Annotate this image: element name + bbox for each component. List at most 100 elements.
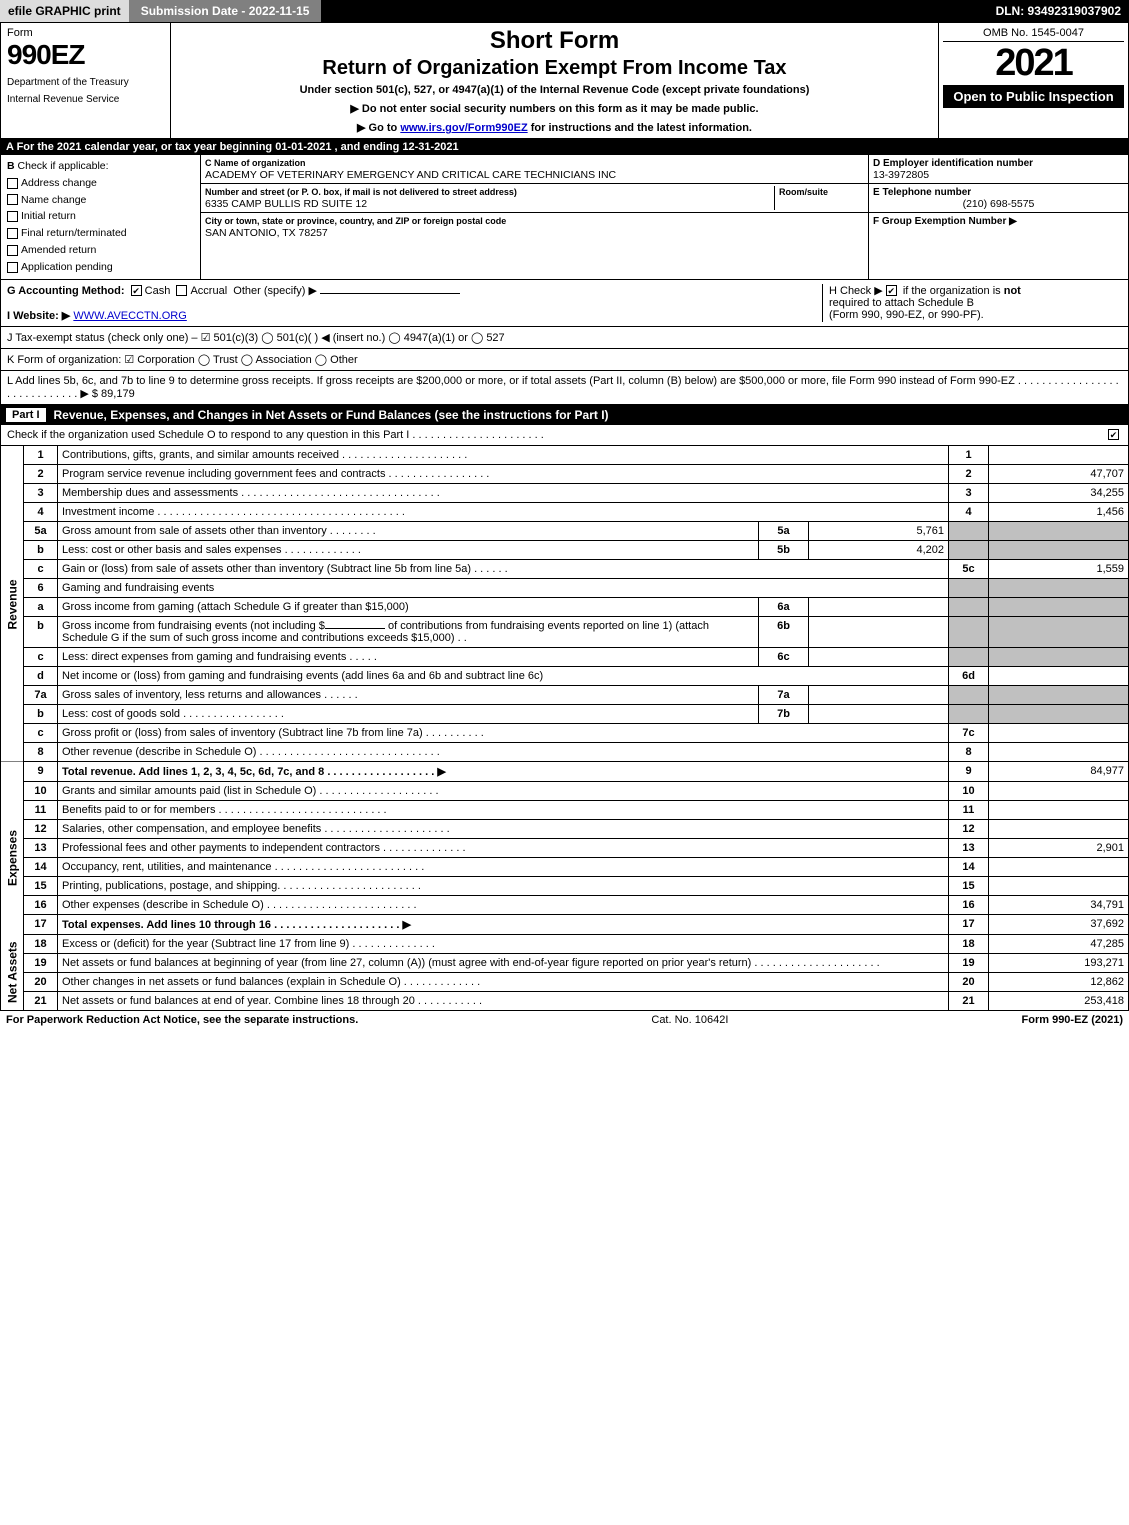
tel-value: (210) 698-5575	[873, 198, 1124, 210]
l13-amt: 2,901	[989, 838, 1129, 857]
org-name: ACADEMY OF VETERINARY EMERGENCY AND CRIT…	[205, 169, 616, 181]
l4-num: 4	[24, 502, 58, 521]
l19-desc: Net assets or fund balances at beginning…	[58, 953, 949, 972]
l6b-subval	[809, 616, 949, 647]
h-text2: if the organization is	[903, 285, 1004, 297]
form-header: Form 990EZ Department of the Treasury In…	[0, 22, 1129, 139]
col-b: B Check if applicable: Address change Na…	[1, 155, 201, 279]
b-label: B	[7, 160, 15, 172]
l9-desc: Total revenue. Add lines 1, 2, 3, 4, 5c,…	[58, 761, 949, 781]
l6d-num: d	[24, 666, 58, 685]
l15-desc: Printing, publications, postage, and shi…	[58, 876, 949, 895]
l8-ln: 8	[949, 742, 989, 761]
efile-print-label[interactable]: efile GRAPHIC print	[0, 0, 129, 22]
goto-instructions: ▶ Go to www.irs.gov/Form990EZ for instru…	[175, 121, 934, 134]
h-not: not	[1004, 285, 1021, 297]
l7a-subval	[809, 685, 949, 704]
l13-desc: Professional fees and other payments to …	[58, 838, 949, 857]
chk-accrual[interactable]	[176, 285, 187, 296]
l6c-subval	[809, 647, 949, 666]
l3-ln: 3	[949, 483, 989, 502]
chk-address-change[interactable]	[7, 178, 18, 189]
l7a-num: 7a	[24, 685, 58, 704]
l18-amt: 47,285	[989, 934, 1129, 953]
l6-amt	[989, 578, 1129, 597]
l6b-blank[interactable]	[325, 628, 385, 629]
l6a-sub: 6a	[759, 597, 809, 616]
l9-num: 9	[24, 761, 58, 781]
open-to-public: Open to Public Inspection	[943, 85, 1124, 108]
l6d-ln: 6d	[949, 666, 989, 685]
omb-number: OMB No. 1545-0047	[943, 27, 1124, 42]
irs-link[interactable]: www.irs.gov/Form990EZ	[400, 122, 527, 134]
l5a-num: 5a	[24, 521, 58, 540]
l17-desc-b: Total expenses. Add lines 10 through 16 …	[62, 919, 411, 931]
l8-num: 8	[24, 742, 58, 761]
chk-final-return[interactable]	[7, 228, 18, 239]
l10-num: 10	[24, 781, 58, 800]
g-other-blank[interactable]	[320, 293, 460, 294]
l13-ln: 13	[949, 838, 989, 857]
l6a-desc: Gross income from gaming (attach Schedul…	[58, 597, 759, 616]
i-label: I Website: ▶	[7, 310, 70, 322]
g-accrual: Accrual	[190, 285, 227, 297]
chk-schedule-o[interactable]	[1108, 429, 1119, 440]
l6c-amt	[989, 647, 1129, 666]
l6-num: 6	[24, 578, 58, 597]
l16-ln: 16	[949, 895, 989, 914]
l5b-desc: Less: cost or other basis and sales expe…	[58, 540, 759, 559]
website-link[interactable]: WWW.AVECCTN.ORG	[73, 310, 186, 322]
chk-name-change[interactable]	[7, 194, 18, 205]
l1-amt	[989, 446, 1129, 465]
l7a-amt	[989, 685, 1129, 704]
b-item-2: Initial return	[21, 210, 76, 222]
goto-suffix: for instructions and the latest informat…	[528, 122, 752, 134]
netassets-side-label: Net Assets	[1, 934, 24, 1010]
l5b-ln	[949, 540, 989, 559]
l3-desc: Membership dues and assessments . . . . …	[58, 483, 949, 502]
l12-num: 12	[24, 819, 58, 838]
l1-desc: Contributions, gifts, grants, and simila…	[58, 446, 949, 465]
c-street-lbl: Number and street (or P. O. box, if mail…	[205, 187, 517, 197]
org-street: 6335 CAMP BULLIS RD SUITE 12	[205, 198, 367, 210]
chk-initial-return[interactable]	[7, 211, 18, 222]
g-cash: Cash	[145, 285, 171, 297]
l4-ln: 4	[949, 502, 989, 521]
dept-irs: Internal Revenue Service	[7, 94, 164, 105]
c-city-lbl: City or town, state or province, country…	[205, 216, 506, 226]
l5a-amt	[989, 521, 1129, 540]
l7b-sub: 7b	[759, 704, 809, 723]
l8-desc: Other revenue (describe in Schedule O) .…	[58, 742, 949, 761]
l15-ln: 15	[949, 876, 989, 895]
l6c-desc: Less: direct expenses from gaming and fu…	[58, 647, 759, 666]
row-j: J Tax-exempt status (check only one) – ☑…	[0, 327, 1129, 349]
l7c-ln: 7c	[949, 723, 989, 742]
g-other: Other (specify) ▶	[233, 285, 317, 297]
l4-desc: Investment income . . . . . . . . . . . …	[58, 502, 949, 521]
b-item-4: Amended return	[21, 244, 96, 256]
chk-h[interactable]	[886, 285, 897, 296]
col-c: C Name of organization ACADEMY OF VETERI…	[201, 155, 868, 279]
page-footer: For Paperwork Reduction Act Notice, see …	[0, 1011, 1129, 1029]
l-amount: 89,179	[101, 388, 135, 400]
l6b-num: b	[24, 616, 58, 647]
l7c-amt	[989, 723, 1129, 742]
l7c-desc: Gross profit or (loss) from sales of inv…	[58, 723, 949, 742]
ein-value: 13-3972805	[873, 169, 929, 181]
row-gh: G Accounting Method: Cash Accrual Other …	[0, 280, 1129, 327]
l6-desc: Gaming and fundraising events	[58, 578, 949, 597]
chk-amended[interactable]	[7, 245, 18, 256]
l17-ln: 17	[949, 914, 989, 934]
l-text: L Add lines 5b, 6c, and 7b to line 9 to …	[7, 375, 1119, 400]
chk-cash[interactable]	[131, 285, 142, 296]
l8-amt	[989, 742, 1129, 761]
short-form-title: Short Form	[175, 27, 934, 55]
l10-amt	[989, 781, 1129, 800]
l6b-desc: Gross income from fundraising events (no…	[58, 616, 759, 647]
l14-num: 14	[24, 857, 58, 876]
l7c-num: c	[24, 723, 58, 742]
l6-ln	[949, 578, 989, 597]
l5c-desc: Gain or (loss) from sale of assets other…	[58, 559, 949, 578]
part-i-header: Part I Revenue, Expenses, and Changes in…	[0, 405, 1129, 425]
chk-application-pending[interactable]	[7, 262, 18, 273]
